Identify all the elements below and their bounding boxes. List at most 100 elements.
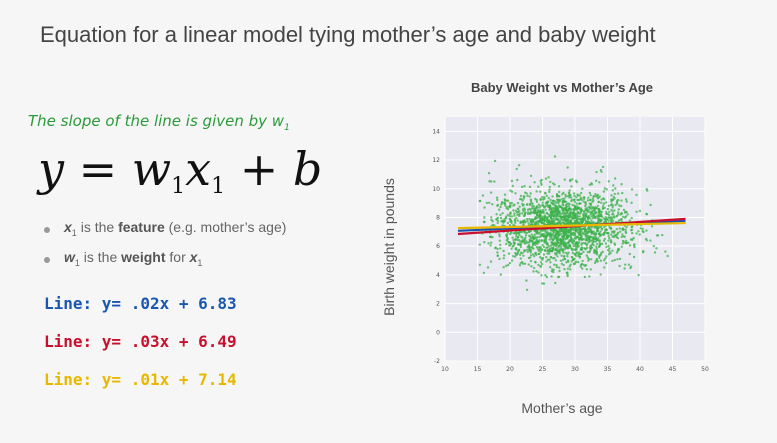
y-tick-label: 2	[436, 301, 440, 308]
data-point	[603, 237, 606, 241]
data-point	[550, 220, 553, 223]
data-point	[631, 225, 634, 228]
data-point	[618, 219, 621, 222]
data-point	[580, 234, 583, 238]
data-point	[554, 248, 558, 251]
data-point	[598, 254, 602, 257]
data-point	[528, 249, 531, 252]
data-point	[556, 239, 559, 243]
data-point	[534, 243, 537, 247]
data-point	[542, 282, 546, 285]
weight-post: for	[165, 248, 190, 265]
data-point	[589, 268, 592, 271]
data-point	[591, 217, 594, 220]
data-point	[578, 215, 581, 218]
data-point	[645, 212, 648, 216]
data-point	[575, 252, 578, 255]
data-point	[590, 182, 593, 185]
data-point	[586, 220, 590, 223]
data-point	[623, 211, 627, 214]
data-point	[550, 215, 553, 218]
data-point	[578, 221, 581, 224]
data-point	[576, 231, 579, 234]
data-point	[516, 238, 519, 242]
data-point	[496, 216, 500, 220]
data-point	[518, 264, 522, 267]
data-point	[630, 216, 633, 220]
data-point	[547, 176, 550, 179]
data-point	[590, 236, 594, 239]
data-point	[637, 230, 640, 233]
data-point	[613, 216, 616, 219]
data-point	[595, 170, 598, 174]
data-point	[635, 193, 638, 197]
data-point	[562, 251, 565, 254]
data-point	[597, 207, 601, 211]
data-point	[554, 281, 557, 285]
data-point	[491, 203, 494, 206]
data-point	[588, 235, 592, 238]
data-point	[631, 231, 634, 235]
data-point	[582, 241, 585, 245]
data-point	[493, 159, 497, 163]
data-point	[559, 243, 562, 246]
data-point	[508, 215, 511, 218]
data-point	[531, 244, 535, 247]
data-point	[568, 202, 571, 206]
data-point	[580, 238, 583, 242]
data-point	[544, 249, 547, 253]
data-point	[550, 275, 553, 278]
bullet-dot	[44, 226, 50, 233]
data-point	[548, 188, 551, 191]
data-point	[600, 201, 603, 204]
data-point	[545, 246, 548, 249]
data-point	[525, 192, 528, 195]
data-point	[641, 227, 644, 231]
data-point	[554, 259, 557, 262]
data-point	[566, 253, 569, 256]
data-point	[632, 244, 636, 247]
data-point	[601, 242, 604, 246]
data-point	[572, 211, 576, 214]
data-point	[558, 233, 561, 237]
data-point	[563, 178, 566, 181]
data-point	[564, 193, 567, 196]
data-point	[547, 245, 550, 248]
data-point	[493, 224, 496, 227]
data-point	[567, 222, 571, 225]
data-point	[569, 268, 572, 271]
data-point	[585, 212, 588, 215]
data-point	[534, 251, 537, 255]
data-point	[523, 185, 526, 188]
data-point	[494, 246, 497, 249]
data-point	[522, 197, 525, 200]
data-point	[542, 211, 545, 215]
feature-var-sub: 1	[71, 227, 77, 238]
data-point	[580, 198, 583, 201]
data-point	[487, 242, 490, 245]
data-point	[597, 200, 600, 204]
data-point	[529, 192, 532, 195]
data-point	[536, 236, 539, 239]
eq-plus: +	[225, 142, 293, 196]
data-point	[584, 203, 588, 206]
data-point	[616, 192, 620, 195]
data-point	[574, 237, 578, 240]
data-point	[521, 212, 524, 215]
data-point	[580, 236, 583, 240]
data-point	[595, 211, 598, 214]
data-point	[607, 216, 610, 219]
data-point	[590, 258, 593, 261]
data-point	[535, 232, 538, 235]
data-point	[495, 196, 499, 199]
data-point	[540, 240, 543, 243]
data-point	[585, 268, 588, 271]
data-point	[590, 246, 593, 250]
data-point	[575, 180, 579, 184]
data-point	[630, 201, 633, 204]
data-point	[541, 282, 544, 285]
data-point	[524, 234, 528, 237]
data-point	[517, 235, 520, 239]
data-point	[611, 249, 614, 252]
data-point	[510, 247, 513, 250]
